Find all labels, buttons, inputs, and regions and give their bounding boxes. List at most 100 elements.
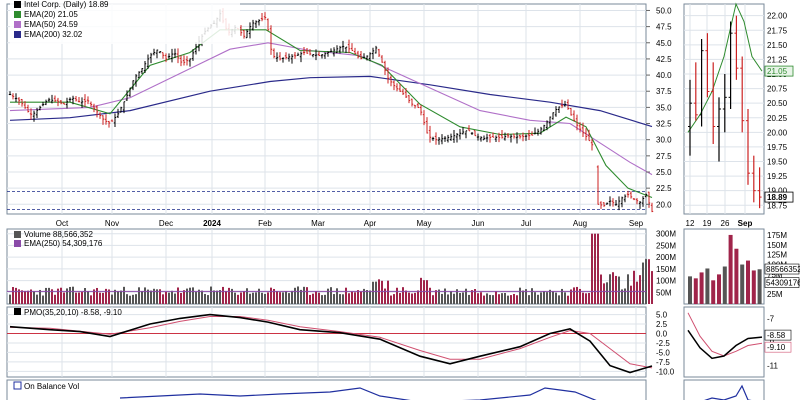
volume-bar	[327, 288, 329, 304]
volume-bar	[51, 289, 53, 304]
volume-bar	[177, 287, 179, 304]
volume-bar	[366, 290, 368, 304]
volume-bar	[519, 287, 521, 304]
price-gridlines	[7, 4, 646, 214]
volume-bar	[477, 293, 479, 304]
volume-bar	[417, 290, 419, 304]
volume-bar	[465, 288, 467, 304]
volume-bar	[447, 294, 449, 304]
inset-volume-y-tick-label: 25M	[767, 290, 783, 299]
volume-bar	[42, 295, 44, 304]
volume-bar	[645, 259, 647, 304]
volume-bar	[576, 286, 578, 304]
volume-bar	[207, 295, 209, 304]
volume-bar	[252, 292, 254, 304]
month-axis-label: Apr	[364, 219, 377, 228]
volume-bar	[243, 291, 245, 304]
volume-bar	[543, 291, 545, 304]
inset-volume-bar	[751, 270, 756, 304]
volume-y-tick-label: 50M	[656, 288, 672, 297]
volume-bar	[96, 287, 98, 304]
volume-bar	[354, 292, 356, 304]
volume-bar	[258, 288, 260, 304]
volume-bar	[39, 289, 41, 304]
volume-bar	[513, 293, 515, 304]
inset-volume-value-label: 54309176	[766, 279, 800, 288]
volume-bar	[516, 295, 518, 304]
inset-pmo-plot-area	[683, 306, 765, 378]
volume-bar	[318, 292, 320, 304]
volume-bar	[99, 292, 101, 304]
volume-bar	[264, 293, 266, 304]
volume-bar	[27, 290, 29, 304]
inset-value-label: 21.05	[767, 67, 788, 76]
inset-y-tick-label: 20.25	[767, 114, 788, 123]
volume-bar	[462, 292, 464, 304]
volume-bar	[426, 280, 428, 304]
volume-bar	[75, 292, 77, 304]
volume-bar	[495, 291, 497, 304]
pmo-legend-entry: PMO(35,20,10) -8.58, -9.10	[24, 308, 122, 317]
inset-x-label: Sep	[738, 219, 753, 228]
volume-bar	[546, 292, 548, 304]
volume-bar	[480, 292, 482, 304]
volume-bar	[504, 292, 506, 304]
volume-bar	[618, 276, 620, 304]
pmo-y-tick-label: -10.0	[656, 367, 675, 376]
volume-bar	[360, 291, 362, 304]
volume-bar	[648, 259, 650, 304]
volume-bar	[222, 286, 224, 304]
volume-bar	[231, 288, 233, 304]
volume-bar	[123, 286, 125, 304]
legend-swatch	[14, 31, 21, 38]
volume-bar	[102, 292, 104, 304]
volume-bar	[636, 281, 638, 304]
inset-obv-plot-area	[683, 379, 765, 400]
pmo-y-tick-label: 2.5	[656, 320, 668, 329]
inset-volume-badge	[764, 277, 800, 288]
volume-bar	[333, 294, 335, 304]
volume-bar	[117, 291, 119, 304]
inset-volume-bar	[722, 266, 727, 304]
volume-bar	[549, 289, 551, 304]
volume-bar	[147, 289, 149, 304]
inset-value-label: 18.89	[767, 193, 788, 202]
volume-bar	[303, 286, 305, 304]
volume-bar	[591, 233, 593, 304]
volume-bar	[615, 275, 617, 304]
legend-swatch	[14, 308, 21, 315]
inset-x-label: 19	[703, 219, 712, 228]
obv-line	[119, 387, 597, 400]
month-axis-label: Sep	[629, 219, 644, 228]
volume-bar	[501, 293, 503, 304]
volume-y-tick-label: 100M	[656, 277, 676, 286]
volume-bar	[15, 287, 17, 304]
volume-bars	[7, 233, 653, 304]
volume-bar	[444, 288, 446, 304]
volume-bar	[381, 280, 383, 304]
volume-bar	[246, 288, 248, 304]
price-y-tick-label: 25.0	[656, 168, 672, 177]
pmo-panel: 5.02.50.0-2.5-5.0-7.5-10.0 PMO(35,20,10)…	[6, 306, 675, 378]
inset-price-panel: 22.0021.7521.5021.2521.0020.7520.5020.25…	[683, 2, 794, 228]
inset-x-axis: 12 19 26 Sep	[686, 219, 753, 228]
volume-bar	[408, 292, 410, 304]
pmo-lines	[9, 313, 653, 374]
volume-bar	[474, 289, 476, 304]
volume-bar	[171, 290, 173, 304]
volume-bar	[483, 295, 485, 304]
volume-bar	[552, 291, 554, 304]
volume-bar	[240, 292, 242, 304]
volume-bar	[585, 293, 587, 304]
inset-pmo-badge	[764, 341, 792, 353]
pmo-plot-area	[6, 306, 647, 378]
volume-bar	[525, 289, 527, 304]
volume-bar	[531, 288, 533, 304]
volume-bar	[57, 288, 59, 304]
inset-volume-bar	[746, 260, 750, 304]
volume-bar	[36, 294, 38, 304]
volume-bar	[345, 287, 347, 304]
inset-y-tick-label: 20.50	[767, 99, 788, 108]
volume-bar	[375, 281, 377, 304]
volume-bar	[612, 272, 614, 304]
